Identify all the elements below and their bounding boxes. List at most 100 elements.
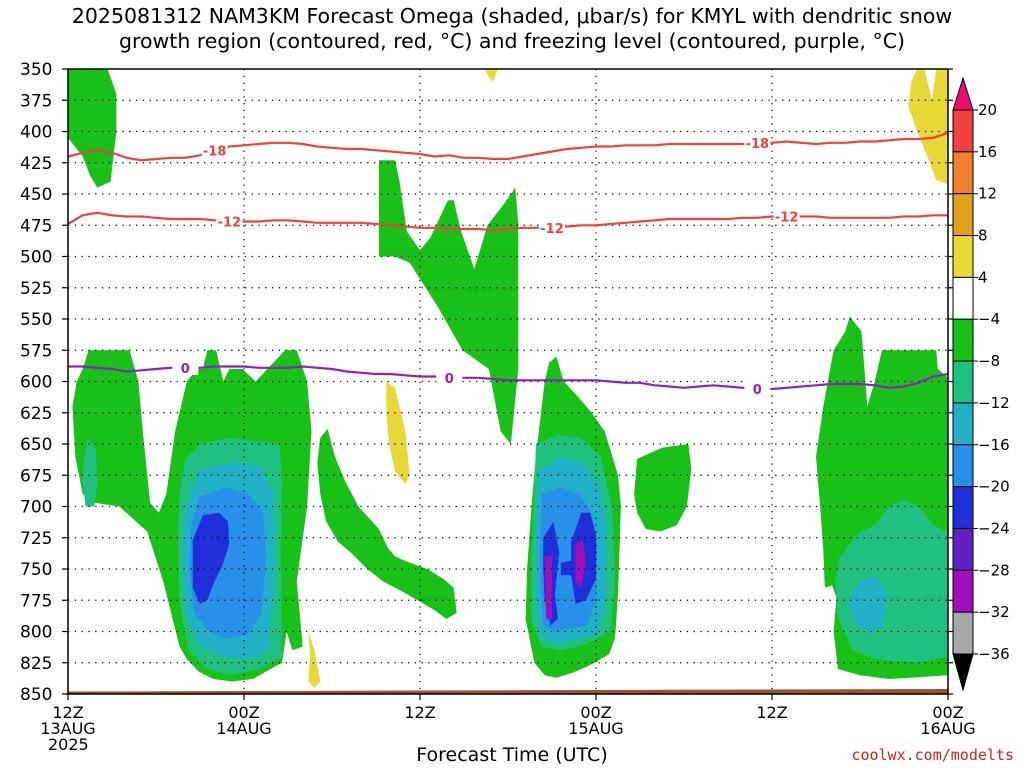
colorbar-label: −4 [978, 310, 1000, 328]
y-tick-label: 575 [20, 341, 52, 361]
y-tick-label: 650 [20, 435, 52, 455]
contour-lines: -18 -18 -12 -12 -12 0 0 0 [67, 131, 949, 398]
colorbar-swatch [952, 611, 974, 655]
colorbar-label: 4 [978, 268, 988, 286]
colorbar-swatch [952, 318, 974, 362]
omega-region-yellow-4 [386, 381, 410, 484]
y-tick-label: 675 [20, 466, 52, 486]
colorbar-label: −8 [978, 352, 1000, 370]
y-tick-label: 775 [20, 591, 52, 611]
y-tick-label: 550 [20, 310, 52, 330]
y-tick-label: 475 [20, 216, 52, 236]
omega-region-green-12 [317, 429, 457, 619]
contour-label-bg [201, 142, 228, 158]
omega-region-green-3 [378, 160, 519, 445]
colorbar-label: 20 [978, 101, 997, 119]
contour-label: -18 [746, 137, 770, 152]
y-tick-label: 600 [20, 373, 52, 393]
contour-label: 0 [181, 362, 190, 377]
y-tick-label: 350 [20, 60, 52, 80]
omega-region-darkblue-11 [192, 512, 230, 604]
credit-text: coolwx.com/modelts [851, 746, 1014, 764]
colorbar-swatch [952, 151, 974, 195]
x-tick-label: 16AUG [920, 719, 975, 738]
contour-label-bg [744, 381, 771, 396]
colorbar-swatch [952, 402, 974, 446]
colorbar-swatch [952, 527, 974, 571]
y-tick-label: 800 [20, 623, 52, 643]
contour-line--18 [67, 131, 949, 162]
x-tick-label: 12Z [756, 703, 787, 722]
colorbar-swatch [952, 569, 974, 613]
x-tick-label: 2025 [48, 735, 89, 754]
colorbar-swatch [952, 109, 974, 153]
colorbar-legend: 20 16 12 8 4 −4 −8 −12 −16 −20 −24 −28 −32 −36 [952, 76, 1010, 692]
y-tick-label: 825 [20, 654, 52, 674]
colorbar-label: −28 [978, 561, 1010, 579]
colorbar-label: −36 [978, 645, 1010, 663]
x-tick-label: 15AUG [568, 719, 623, 738]
colorbar-label: −20 [978, 478, 1010, 496]
contour-label-bg [172, 359, 199, 375]
y-tick-label: 375 [20, 91, 52, 111]
colorbar-swatch [952, 360, 974, 404]
colorbar-label: 16 [978, 143, 997, 161]
omega-region-yellow-1 [484, 69, 498, 82]
x-tick-label: 12Z [404, 703, 435, 722]
colorbar-swatch [952, 235, 974, 278]
contour-line-0 [68, 365, 949, 391]
colorbar-label: 8 [978, 227, 988, 245]
omega-region-yellow-5 [308, 631, 321, 688]
colorbar-label: −24 [978, 519, 1010, 537]
chart-title: 2025081312 NAM3KM Forecast Omega (shaded… [0, 4, 1024, 54]
x-tick-label: 12Z [52, 703, 83, 722]
x-tick-label: 13AUG [40, 719, 95, 738]
y-tick-label: 500 [20, 248, 52, 268]
contour-label-bg [436, 369, 463, 385]
colorbar-swatch [952, 193, 974, 237]
colorbar-swatch [952, 444, 974, 488]
title-line-1: 2025081312 NAM3KM Forecast Omega (shaded… [71, 4, 953, 28]
contour-label-bg [216, 213, 243, 229]
omega-region-green-0 [68, 69, 117, 188]
omega-region-brown-26 [68, 689, 948, 694]
contour-label: -18 [203, 144, 227, 159]
contour-label: 0 [445, 372, 454, 387]
omega-region-yellow-2 [908, 69, 948, 184]
contour-label-bg [539, 219, 565, 235]
contour-label-bg [744, 134, 771, 150]
omega-region-purple-20 [575, 540, 586, 588]
y-tick-label: 700 [20, 498, 52, 518]
omega-region-purple-21 [544, 556, 552, 619]
colorbar-swatch [952, 486, 974, 529]
omega-region-darkblue-19 [560, 560, 573, 576]
omega-region-green-22 [634, 444, 692, 532]
y-tick-label: 625 [20, 404, 52, 424]
x-axis-title: Forecast Time (UTC) [416, 744, 608, 766]
contour-label: 0 [753, 383, 762, 398]
contour-label: -12 [540, 222, 564, 237]
colorbar-label: −16 [978, 436, 1010, 454]
y-tick-label: 750 [20, 560, 52, 580]
omega-region-cyan-25 [848, 575, 887, 632]
x-tick-label: 00Z [580, 703, 611, 722]
omega-shading [68, 69, 948, 694]
y-tick-label: 850 [20, 685, 52, 705]
colorbar-bottom-arrow [952, 653, 974, 692]
x-tick-label: 00Z [932, 703, 963, 722]
colorbar-top-arrow [952, 76, 974, 111]
y-axis: 350 375 400 425 450 475 500 525 550 575 600 625 650 6… [20, 60, 953, 705]
y-tick-label: 425 [20, 154, 52, 174]
contour-label: -12 [218, 216, 242, 231]
y-tick-label: 525 [20, 279, 52, 299]
y-tick-label: 400 [20, 123, 52, 143]
contour-label-bg [773, 208, 800, 224]
y-tick-label: 450 [20, 185, 52, 205]
contour-label: -12 [775, 211, 799, 226]
omega-region-teal-7 [82, 437, 98, 507]
title-line-2: growth region (contoured, red, °C) and f… [118, 29, 906, 53]
x-tick-label: 14AUG [216, 719, 271, 738]
y-tick-label: 725 [20, 529, 52, 549]
